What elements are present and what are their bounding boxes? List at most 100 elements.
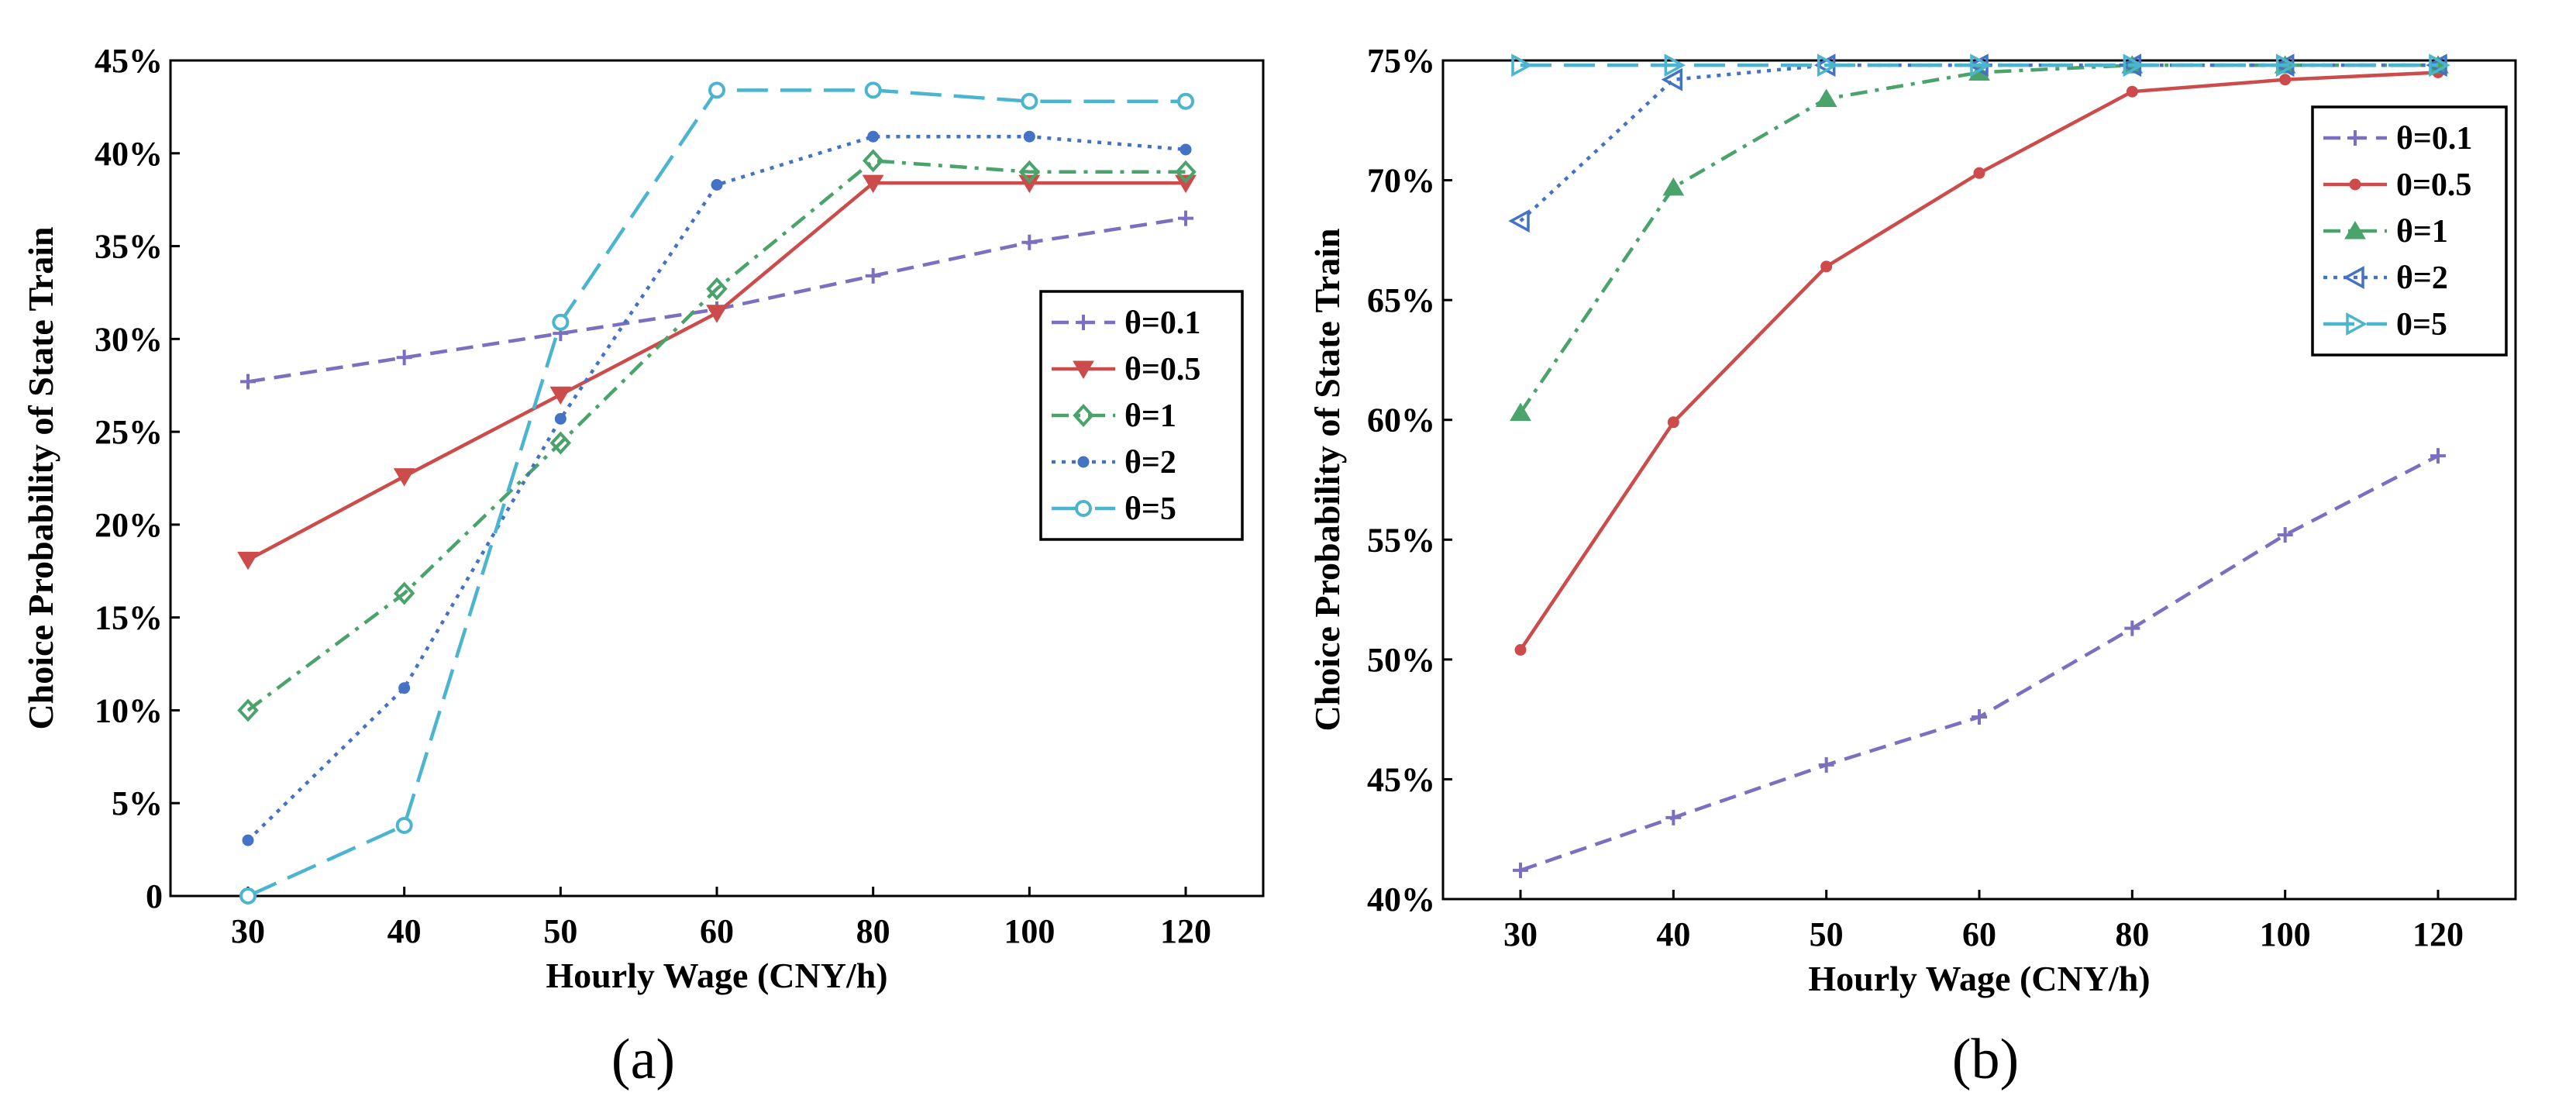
data-point — [1513, 862, 1528, 878]
data-point — [1664, 53, 1686, 78]
y-tick-label: 45% — [1367, 760, 1435, 798]
data-point — [862, 174, 884, 194]
y-tick-label: 25% — [95, 413, 163, 451]
data-point — [1972, 709, 1987, 725]
x-tick-label: 50 — [543, 912, 577, 950]
data-point — [395, 816, 413, 834]
legend-label: 0=5 — [2396, 307, 2447, 343]
data-point — [2275, 53, 2298, 78]
x-axis-title: Hourly Wage (CNY/h) — [1808, 959, 2150, 998]
data-point — [1817, 53, 1839, 78]
series-5 — [1511, 53, 2450, 78]
x-tick-label: 80 — [856, 912, 890, 950]
data-point — [237, 698, 259, 722]
data-point — [1177, 92, 1194, 110]
y-tick-label: 5% — [112, 784, 163, 822]
legend-label: θ=1 — [2396, 214, 2448, 250]
legend-marker — [2349, 178, 2361, 191]
series-2 — [1514, 66, 2444, 656]
x-tick-label: 30 — [1503, 915, 1538, 953]
data-point — [867, 130, 880, 143]
data-point — [549, 431, 572, 455]
legend-marker — [1073, 360, 1094, 379]
data-point — [2123, 53, 2144, 78]
series-4 — [242, 130, 1192, 846]
data-point — [554, 412, 567, 425]
data-point — [1820, 260, 1833, 273]
data-point — [1815, 88, 1837, 107]
x-tick-label: 120 — [2412, 915, 2464, 953]
legend-marker — [2343, 266, 2364, 289]
y-tick-label: 75% — [1367, 42, 1435, 80]
data-point — [1667, 416, 1679, 429]
x-tick-label: 60 — [1962, 915, 1996, 953]
series-line — [1519, 63, 2438, 414]
data-point — [1508, 209, 1530, 233]
data-point — [1021, 92, 1038, 110]
legend-marker — [1077, 456, 1090, 468]
y-axis-title: Choice Probability of State Train — [1307, 228, 1347, 731]
data-point — [1510, 402, 1531, 421]
series-line — [1520, 454, 2440, 873]
data-point — [2126, 85, 2138, 98]
legend: θ=0.1 θ=0.5 θ=1 θ=2 θ=5 — [1039, 290, 1244, 541]
chart-a: 0 5% 10% 15% 20% 25% 30% 35% 40% 45% 30 40 50 60 80 100… — [21, 42, 1265, 995]
legend-label: θ=1 — [1124, 398, 1176, 434]
x-tick-label: 120 — [1160, 912, 1211, 950]
y-tick-label: 55% — [1367, 521, 1435, 559]
y-tick-label: 40% — [95, 135, 163, 173]
panel-label-a: (a) — [611, 1028, 676, 1091]
data-point — [1021, 234, 1038, 250]
y-tick-label: 0 — [146, 877, 163, 915]
series-1 — [1513, 448, 2446, 878]
data-point — [1180, 143, 1192, 156]
series-line — [246, 159, 1186, 712]
y-tick-label: 30% — [95, 320, 163, 358]
data-point — [1662, 177, 1685, 196]
data-point — [1178, 210, 1193, 226]
legend-label: θ=2 — [1124, 445, 1176, 481]
data-point — [1175, 174, 1197, 194]
x-tick-label: 40 — [387, 912, 422, 950]
legend-label: θ=0.1 — [1124, 305, 1200, 341]
legend: θ=0.1 0=0.5 θ=1 θ=2 0=5 — [2311, 105, 2508, 357]
data-point — [398, 682, 411, 694]
series-5 — [239, 81, 1194, 905]
y-tick-label: 45% — [95, 42, 163, 80]
legend-box — [2311, 105, 2508, 357]
data-point — [1514, 643, 1527, 656]
data-point — [393, 581, 415, 605]
data-point — [396, 350, 412, 366]
data-point — [706, 277, 728, 301]
data-point — [862, 149, 884, 173]
series-line — [1519, 63, 2438, 222]
data-point — [393, 468, 415, 487]
x-tick-label: 100 — [2260, 915, 2311, 953]
legend-label: θ=5 — [1124, 491, 1176, 527]
data-point — [2277, 527, 2293, 543]
y-tick-label: 65% — [1367, 281, 1435, 319]
data-point — [1023, 130, 1035, 143]
y-tick-label: 40% — [1367, 880, 1435, 918]
legend-label: θ=2 — [2396, 260, 2448, 296]
data-point — [1018, 174, 1041, 194]
y-tick-label: 50% — [1367, 641, 1435, 679]
x-axis-title: Hourly Wage (CNY/h) — [546, 956, 887, 995]
data-point — [1818, 756, 1834, 773]
data-point — [1661, 67, 1683, 91]
legend-marker — [1076, 315, 1091, 330]
x-tick-label: 30 — [231, 912, 265, 950]
series-3 — [237, 149, 1197, 722]
legend-marker — [1073, 404, 1094, 427]
x-tick-label: 50 — [1810, 915, 1844, 953]
series-2 — [237, 174, 1197, 570]
x-tick-label: 60 — [700, 912, 734, 950]
data-point — [240, 374, 256, 390]
data-point — [1970, 53, 1992, 78]
data-point — [242, 834, 254, 846]
data-point — [708, 81, 725, 99]
legend-marker — [2346, 312, 2368, 336]
data-point — [706, 305, 728, 323]
panel-label-b: (b) — [1951, 1028, 2020, 1091]
